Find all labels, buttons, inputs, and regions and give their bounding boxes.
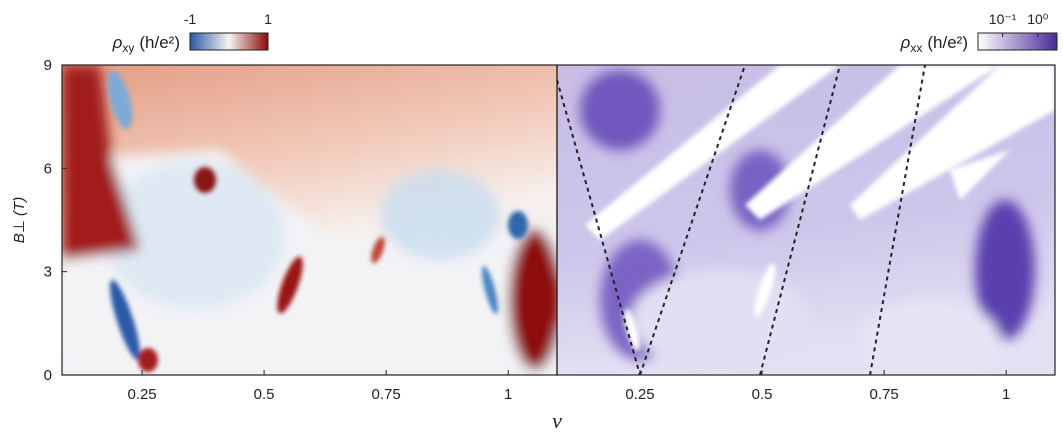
y-tick-label: 3	[44, 264, 52, 281]
y-axis-label: B⊥ (T)	[11, 197, 28, 243]
x-tick-label: 0.75	[870, 386, 899, 403]
x-tick-label: 0.25	[127, 386, 156, 403]
colorbar-symbol: ρ	[112, 33, 123, 52]
y-tick-label: 6	[44, 160, 52, 177]
colorbar-label: ρxx (h/e²)	[900, 33, 968, 55]
x-axis-label: ν	[552, 408, 562, 433]
colorbar-unit: (h/e²)	[927, 33, 968, 52]
colorbar-label: ρxy (h/e²)	[112, 33, 180, 55]
colorbar	[977, 32, 1058, 51]
x-tick-label: 0.25	[625, 386, 654, 403]
y-tick-label: 0	[44, 367, 52, 384]
colorbar-tick-label: 10⁻¹	[989, 11, 1017, 27]
colorbar-tick-label: 1	[264, 11, 272, 27]
colorbar-subscript: xy	[122, 41, 134, 55]
frame-right	[556, 64, 1056, 376]
colorbar	[189, 32, 269, 51]
x-tick-label: 1	[1002, 386, 1010, 403]
heatmap-right	[557, 65, 1055, 375]
x-tick-label: 0.5	[752, 386, 773, 403]
x-tick-label: 0.5	[254, 386, 275, 403]
colorbar-subscript: xx	[910, 41, 922, 55]
colorbar-unit: (h/e²)	[139, 33, 180, 52]
x-tick-label: 0.75	[372, 386, 401, 403]
colorbar-symbol: ρ	[900, 33, 911, 52]
colorbar-tick-label: -1	[184, 11, 197, 27]
y-tick-label: 9	[44, 57, 52, 74]
x-tick-label: 1	[504, 386, 512, 403]
colorbar-tick-label: 10⁰	[1027, 11, 1049, 27]
heatmap-left	[62, 65, 557, 375]
